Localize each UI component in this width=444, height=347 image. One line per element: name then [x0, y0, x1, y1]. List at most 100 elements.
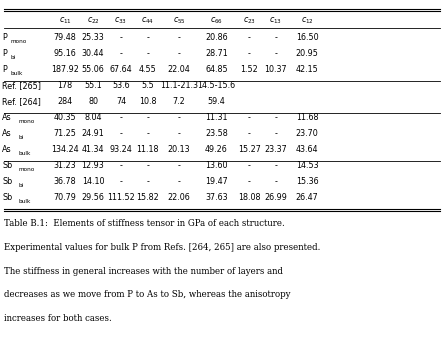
Text: -: - [119, 161, 123, 170]
Text: -: - [274, 113, 278, 122]
Text: 23.58: 23.58 [205, 129, 228, 138]
Text: -: - [274, 49, 278, 58]
Text: 4.55: 4.55 [139, 65, 157, 74]
Text: P: P [2, 65, 7, 74]
Text: 8.04: 8.04 [84, 113, 102, 122]
Text: P: P [2, 49, 7, 58]
Text: 11.68: 11.68 [296, 113, 318, 122]
Text: bulk: bulk [18, 198, 31, 204]
Text: 16.50: 16.50 [296, 33, 318, 42]
Text: 10.8: 10.8 [139, 97, 157, 106]
Text: $c_{12}$: $c_{12}$ [301, 16, 313, 26]
Text: 95.16: 95.16 [54, 49, 76, 58]
Text: 55.1: 55.1 [84, 81, 102, 90]
Text: 15.82: 15.82 [136, 193, 159, 202]
Text: $c_{55}$: $c_{55}$ [173, 16, 186, 26]
Text: Ref. [264]: Ref. [264] [2, 97, 41, 106]
Text: -: - [248, 49, 251, 58]
Text: -: - [147, 177, 149, 186]
Text: 284: 284 [57, 97, 73, 106]
Text: -: - [178, 177, 181, 186]
Text: 20.86: 20.86 [205, 33, 228, 42]
Text: 31.23: 31.23 [54, 161, 76, 170]
Text: bulk: bulk [10, 71, 23, 76]
Text: $c_{11}$: $c_{11}$ [59, 16, 71, 26]
Text: 70.79: 70.79 [54, 193, 76, 202]
Text: 64.85: 64.85 [205, 65, 228, 74]
Text: -: - [119, 113, 123, 122]
Text: mono: mono [18, 167, 35, 172]
Text: 134.24: 134.24 [51, 145, 79, 154]
Text: Sb: Sb [2, 177, 12, 186]
Text: 37.63: 37.63 [205, 193, 228, 202]
Text: 49.26: 49.26 [205, 145, 228, 154]
Text: 55.06: 55.06 [82, 65, 104, 74]
Text: -: - [248, 33, 251, 42]
Text: 11.1-21.3: 11.1-21.3 [160, 81, 198, 90]
Text: -: - [274, 177, 278, 186]
Text: 71.25: 71.25 [54, 129, 76, 138]
Text: Table B.1:  Elements of stiffness tensor in GPa of each structure.: Table B.1: Elements of stiffness tensor … [4, 219, 285, 228]
Text: 80: 80 [88, 97, 98, 106]
Text: -: - [178, 49, 181, 58]
Text: 24.91: 24.91 [82, 129, 104, 138]
Text: -: - [274, 161, 278, 170]
Text: -: - [178, 129, 181, 138]
Text: 26.99: 26.99 [265, 193, 287, 202]
Text: -: - [119, 49, 123, 58]
Text: As: As [2, 145, 12, 154]
Text: $c_{13}$: $c_{13}$ [270, 16, 282, 26]
Text: 10.37: 10.37 [265, 65, 287, 74]
Text: 13.60: 13.60 [205, 161, 228, 170]
Text: 42.15: 42.15 [296, 65, 318, 74]
Text: $c_{66}$: $c_{66}$ [210, 16, 223, 26]
Text: 20.13: 20.13 [168, 145, 190, 154]
Text: bulk: bulk [18, 151, 31, 156]
Text: 23.70: 23.70 [296, 129, 318, 138]
Text: -: - [178, 113, 181, 122]
Text: 19.47: 19.47 [205, 177, 228, 186]
Text: Experimental values for bulk P from Refs. [264, 265] are also presented.: Experimental values for bulk P from Refs… [4, 243, 321, 252]
Text: 41.34: 41.34 [82, 145, 104, 154]
Text: 53.6: 53.6 [112, 81, 130, 90]
Text: Ref. [265]: Ref. [265] [2, 81, 41, 90]
Text: 5.5: 5.5 [142, 81, 154, 90]
Text: -: - [178, 33, 181, 42]
Text: As: As [2, 129, 12, 138]
Text: 79.48: 79.48 [54, 33, 76, 42]
Text: 93.24: 93.24 [110, 145, 132, 154]
Text: 15.36: 15.36 [296, 177, 318, 186]
Text: 23.37: 23.37 [265, 145, 287, 154]
Text: 14.5-15.6: 14.5-15.6 [198, 81, 235, 90]
Text: bi: bi [18, 135, 24, 140]
Text: -: - [119, 177, 123, 186]
Text: 14.53: 14.53 [296, 161, 318, 170]
Text: 26.47: 26.47 [296, 193, 318, 202]
Text: 11.31: 11.31 [205, 113, 228, 122]
Text: 28.71: 28.71 [205, 49, 228, 58]
Text: 11.18: 11.18 [137, 145, 159, 154]
Text: bi: bi [10, 55, 16, 60]
Text: 74: 74 [116, 97, 126, 106]
Text: -: - [248, 113, 251, 122]
Text: 178: 178 [57, 81, 73, 90]
Text: -: - [147, 113, 149, 122]
Text: 22.04: 22.04 [168, 65, 190, 74]
Text: -: - [119, 33, 123, 42]
Text: 14.10: 14.10 [82, 177, 104, 186]
Text: -: - [248, 161, 251, 170]
Text: Sb: Sb [2, 193, 12, 202]
Text: 22.06: 22.06 [168, 193, 190, 202]
Text: 15.27: 15.27 [238, 145, 261, 154]
Text: 187.92: 187.92 [51, 65, 79, 74]
Text: 12.93: 12.93 [82, 161, 104, 170]
Text: -: - [147, 129, 149, 138]
Text: 59.4: 59.4 [208, 97, 225, 106]
Text: $c_{22}$: $c_{22}$ [87, 16, 99, 26]
Text: 25.33: 25.33 [82, 33, 104, 42]
Text: 40.35: 40.35 [54, 113, 76, 122]
Text: As: As [2, 113, 12, 122]
Text: -: - [248, 129, 251, 138]
Text: 7.2: 7.2 [173, 97, 186, 106]
Text: mono: mono [18, 119, 35, 124]
